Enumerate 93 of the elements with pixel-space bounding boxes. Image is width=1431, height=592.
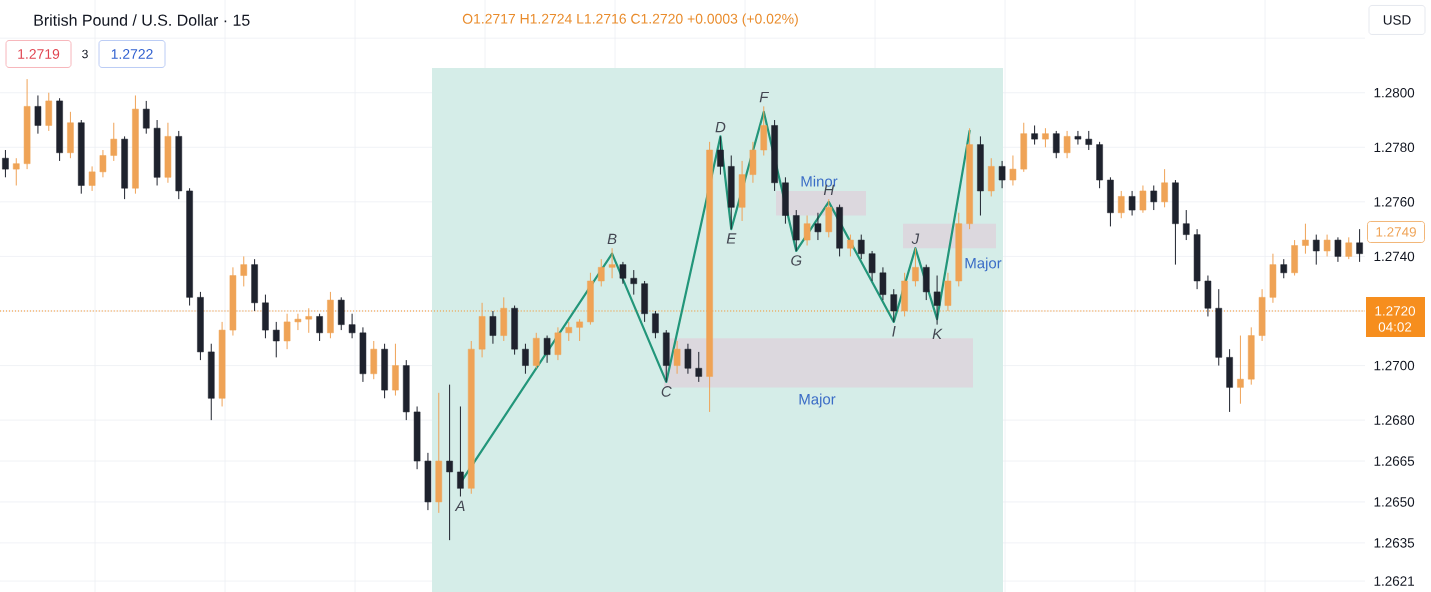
candlestick	[1074, 130, 1082, 146]
candlestick	[1085, 130, 1093, 151]
candlestick	[597, 258, 605, 287]
candlestick	[576, 318, 583, 342]
y-tick-label: 1.2760	[1374, 197, 1415, 207]
candlestick	[99, 149, 107, 178]
candlestick	[1237, 335, 1244, 405]
candlestick	[868, 250, 876, 282]
text: O1.2717 H1.2724 L1.2716 C1.2720 +0.0003 (+0.02%)	[462, 13, 798, 27]
text: 04:02	[1378, 322, 1412, 332]
data-label: J	[911, 233, 920, 245]
candlestick	[630, 269, 638, 296]
data-label: F	[759, 91, 770, 103]
y-tick-label: 1.2621	[1374, 576, 1415, 586]
candlestick	[457, 405, 464, 497]
candlestick	[1280, 258, 1288, 279]
candlestick	[608, 247, 616, 279]
candlestick	[522, 343, 529, 375]
candlestick	[110, 122, 118, 162]
candlestick	[803, 215, 811, 247]
candlestick	[34, 94, 42, 135]
candlestick	[1150, 184, 1158, 211]
candlestick	[240, 255, 248, 287]
data-label: B	[607, 233, 617, 245]
annotation: 3	[82, 49, 88, 59]
y-tick-label: 1.2800	[1374, 87, 1415, 98]
candlestick	[1009, 154, 1017, 186]
candlestick	[446, 384, 453, 541]
data-label: E	[726, 233, 737, 244]
candlestick	[489, 310, 497, 345]
data-label: C	[661, 386, 672, 397]
ref-line-label: 1.2720	[1375, 306, 1416, 316]
candlestick	[857, 234, 865, 260]
candlestick	[348, 313, 356, 339]
data-label: K	[932, 328, 943, 340]
data-label: D	[715, 121, 726, 133]
band-label: Major	[799, 393, 836, 408]
candlestick	[890, 288, 898, 323]
candlestick	[1334, 236, 1342, 263]
y-tick-label: 1.2780	[1374, 142, 1415, 153]
y-tick-label: 1.2700	[1374, 360, 1415, 371]
candlestick	[294, 313, 302, 331]
candlestick	[1182, 209, 1190, 241]
candlestick	[283, 313, 291, 350]
y-tick-label: 1.2740	[1374, 251, 1415, 262]
candlestick	[717, 135, 724, 176]
candlestick	[565, 321, 573, 342]
text: USD	[1383, 15, 1411, 25]
candlestick	[1117, 190, 1125, 219]
candlestick	[998, 160, 1006, 189]
candlestick	[2, 149, 9, 178]
annotation: 1.2719	[18, 49, 60, 59]
candlestick	[847, 234, 854, 257]
candlestick	[316, 313, 323, 342]
band-label: Major	[965, 257, 1002, 272]
text: British Pound / U.S. Dollar · 15	[34, 14, 250, 26]
candlestick	[652, 310, 659, 339]
y-tick-label: 1.2650	[1374, 497, 1415, 507]
candlestick	[879, 266, 887, 301]
candlestick	[1063, 130, 1071, 159]
candlestick	[684, 343, 692, 375]
candlestick	[619, 261, 627, 285]
candlestick	[1345, 236, 1353, 260]
candlestick	[1031, 124, 1038, 146]
candlestick	[554, 326, 562, 361]
candlestick	[814, 212, 822, 241]
y-tick-label: 1.2680	[1374, 415, 1415, 425]
y-tick-label: 1.2665	[1374, 456, 1415, 466]
candlestick	[1052, 130, 1060, 159]
candlestick	[933, 275, 941, 326]
candlestick	[543, 335, 551, 364]
candlestick	[1128, 190, 1136, 216]
candlestick	[1302, 223, 1309, 255]
candlestick	[673, 340, 681, 375]
candlestick	[695, 351, 703, 383]
candlestick	[912, 247, 919, 287]
data-label: I	[892, 326, 896, 337]
candlestick	[1139, 184, 1147, 214]
data-label: A	[454, 500, 465, 511]
candlestick	[12, 157, 20, 186]
data-label: G	[791, 255, 802, 266]
candlestick	[1161, 168, 1168, 208]
candlestick	[1042, 127, 1049, 148]
candlestick	[272, 321, 280, 358]
candlestick	[1323, 234, 1331, 257]
candlestick	[1356, 228, 1363, 263]
annotation: 1.2722	[111, 49, 153, 59]
y-tick-label: 1.2635	[1374, 538, 1415, 548]
candlestick	[305, 307, 313, 334]
text: 1.2749	[1376, 227, 1416, 237]
candlestick	[142, 100, 150, 135]
candlestick	[88, 165, 96, 192]
candlestick	[1312, 234, 1320, 266]
